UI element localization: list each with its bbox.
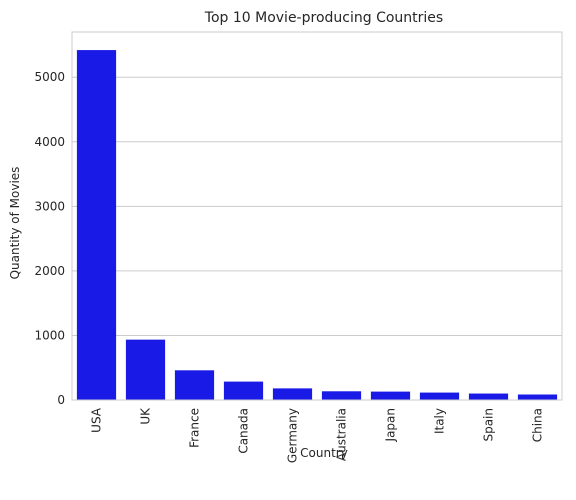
x-tick-label-canada: Canada bbox=[237, 408, 251, 454]
y-axis-label: Quantity of Movies bbox=[8, 167, 22, 280]
y-tick-label-3: 3000 bbox=[34, 199, 65, 213]
x-tick-label-china: China bbox=[531, 408, 545, 442]
x-tick-label-uk: UK bbox=[139, 407, 153, 425]
bar-france bbox=[174, 370, 215, 400]
bar-china bbox=[517, 394, 558, 400]
x-tick-label-usa: USA bbox=[90, 407, 104, 433]
plot-frame bbox=[71, 31, 563, 401]
x-tick-labels: USA UK France Canada Germany Australia Japan It… bbox=[90, 407, 545, 463]
y-tick-label-1: 1000 bbox=[34, 328, 65, 342]
bar-japan bbox=[370, 391, 411, 400]
x-axis-label: Country bbox=[300, 446, 348, 460]
y-tick-label-4: 4000 bbox=[34, 135, 65, 149]
x-tick-label-spain: Spain bbox=[482, 408, 496, 442]
bar-canada bbox=[223, 381, 264, 400]
x-tick-label-italy: Italy bbox=[433, 408, 447, 434]
y-tick-label-0: 0 bbox=[57, 393, 65, 407]
bar-australia bbox=[321, 391, 362, 400]
x-tick-label-france: France bbox=[188, 408, 202, 448]
bar-germany bbox=[272, 388, 313, 400]
bar-uk bbox=[125, 339, 166, 400]
bar-italy bbox=[419, 392, 460, 400]
bars bbox=[76, 50, 558, 400]
x-tick-label-australia: Australia bbox=[335, 408, 349, 461]
bar-usa bbox=[76, 50, 117, 400]
chart-title: Top 10 Movie-producing Countries bbox=[204, 10, 443, 26]
x-tick-label-germany: Germany bbox=[286, 408, 300, 463]
y-tick-label-2: 2000 bbox=[34, 264, 65, 278]
y-tick-labels: 0 1000 2000 3000 4000 5000 bbox=[34, 70, 65, 407]
y-tick-label-5: 5000 bbox=[34, 70, 65, 84]
bar-spain bbox=[468, 393, 509, 400]
x-tick-label-japan: Japan bbox=[384, 408, 398, 442]
